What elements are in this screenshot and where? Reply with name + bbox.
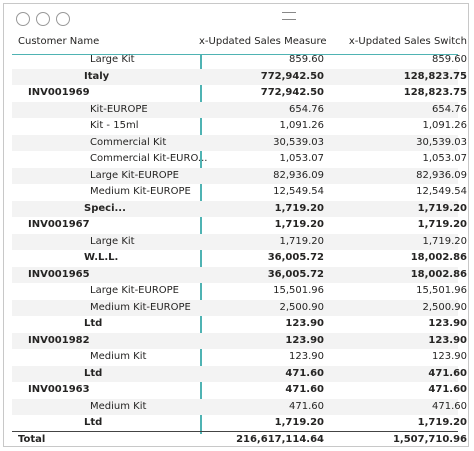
sales-switch: 123.90 xyxy=(428,318,467,329)
row-background xyxy=(12,101,458,118)
row-background xyxy=(12,68,458,85)
sales-measure: 654.76 xyxy=(289,103,324,115)
sales-measure: 471.60 xyxy=(289,400,324,412)
sales-measure: 1,091.26 xyxy=(279,120,324,131)
customer-name: Ltd xyxy=(84,417,103,428)
sales-switch: 471.60 xyxy=(428,367,467,379)
sales-switch: 859.60 xyxy=(432,54,467,65)
sales-measure: 123.90 xyxy=(285,318,324,329)
sales-measure: 123.90 xyxy=(285,334,324,346)
customer-name: Large Kit-EUROPE xyxy=(90,285,179,296)
row-background xyxy=(12,134,458,151)
row-background xyxy=(12,398,458,415)
sales-switch: 1,053.07 xyxy=(422,153,467,164)
customer-name: W.L.L. xyxy=(84,252,119,263)
customer-name: Italy xyxy=(84,70,110,82)
matrix-visual: Customer Name x-Updated Sales Measure x-Up… xyxy=(3,3,469,447)
customer-name: Large Kit xyxy=(90,235,135,247)
customer-name: Medium Kit-EUROPE xyxy=(90,186,191,197)
total-measure: 216,617,114.64 xyxy=(236,434,324,445)
sales-measure: 1,719.20 xyxy=(279,235,324,247)
sales-measure: 15,501.96 xyxy=(273,285,324,296)
sales-switch: 30,539.03 xyxy=(416,136,467,148)
row-background xyxy=(12,200,458,217)
sales-measure: 471.60 xyxy=(285,384,324,395)
sales-measure: 1,053.07 xyxy=(279,153,324,164)
drag-handle[interactable] xyxy=(282,12,296,20)
sales-switch: 123.90 xyxy=(428,334,467,346)
sales-measure: 1,719.20 xyxy=(274,417,324,428)
drill-down-icon[interactable] xyxy=(36,12,50,26)
customer-name: Large Kit xyxy=(90,54,135,65)
column-header: Customer Name xyxy=(18,36,100,47)
customer-name: INV001963 xyxy=(28,384,90,395)
customer-name: Large Kit-EUROPE xyxy=(90,169,179,181)
sales-measure: 30,539.03 xyxy=(273,136,324,148)
header-divider xyxy=(12,54,458,55)
total-divider xyxy=(12,431,458,432)
row-background xyxy=(12,365,458,382)
sales-measure: 123.90 xyxy=(289,351,324,362)
customer-name: INV001965 xyxy=(28,268,90,280)
customer-name: Commercial Kit xyxy=(90,136,167,148)
sales-measure: 1,719.20 xyxy=(274,219,324,230)
sales-switch: 82,936.09 xyxy=(416,169,467,181)
sales-switch: 471.60 xyxy=(432,400,467,412)
customer-name: INV001967 xyxy=(28,219,90,230)
row-background xyxy=(12,233,458,250)
sales-measure: 36,005.72 xyxy=(267,268,324,280)
customer-name: Speci... xyxy=(84,202,126,214)
sales-measure: 82,936.09 xyxy=(273,169,324,181)
sales-switch: 18,002.86 xyxy=(410,268,467,280)
sales-switch: 1,719.20 xyxy=(417,219,467,230)
sales-switch: 12,549.54 xyxy=(416,186,467,197)
sales-measure: 1,719.20 xyxy=(274,202,324,214)
customer-name: Medium Kit xyxy=(90,400,147,412)
sales-switch: 123.90 xyxy=(432,351,467,362)
customer-name: INV001982 xyxy=(28,334,90,346)
sales-switch: 1,719.20 xyxy=(417,417,467,428)
sales-switch: 654.76 xyxy=(432,103,467,115)
customer-name: Medium Kit xyxy=(90,351,147,362)
sales-switch: 471.60 xyxy=(428,384,467,395)
column-header: x-Updated Sales Measure xyxy=(199,36,327,47)
customer-name: Medium Kit-EUROPE xyxy=(90,301,191,313)
row-background xyxy=(12,266,458,283)
customer-name: Kit - 15ml xyxy=(90,120,139,131)
sales-switch: 1,091.26 xyxy=(422,120,467,131)
row-background xyxy=(12,332,458,349)
sales-switch: 15,501.96 xyxy=(416,285,467,296)
sales-switch: 1,719.20 xyxy=(422,235,467,247)
customer-name: Ltd xyxy=(84,318,103,329)
sales-switch: 128,823.75 xyxy=(403,70,467,82)
sales-measure: 12,549.54 xyxy=(273,186,324,197)
customer-name: Commercial Kit-EURO... xyxy=(90,153,208,164)
sales-measure: 36,005.72 xyxy=(267,252,324,263)
drill-up-icon[interactable] xyxy=(16,12,30,26)
customer-name: INV001969 xyxy=(28,87,90,98)
row-background xyxy=(12,167,458,184)
sales-measure: 859.60 xyxy=(289,54,324,65)
total-label: Total xyxy=(18,434,46,445)
sales-switch: 2,500.90 xyxy=(422,301,467,313)
expand-icon[interactable] xyxy=(56,12,70,26)
total-switch: 1,507,710.96 xyxy=(392,434,467,445)
sales-measure: 471.60 xyxy=(285,367,324,379)
sales-measure: 772,942.50 xyxy=(260,70,324,82)
sales-switch: 128,823.75 xyxy=(403,87,467,98)
column-header: x-Updated Sales Switch xyxy=(348,36,467,47)
sales-measure: 772,942.50 xyxy=(260,87,324,98)
row-background xyxy=(12,299,458,316)
sales-measure: 2,500.90 xyxy=(279,301,324,313)
sales-switch: 1,719.20 xyxy=(417,202,467,214)
customer-name: Kit-EUROPE xyxy=(90,103,148,115)
sales-switch: 18,002.86 xyxy=(410,252,467,263)
customer-name: Ltd xyxy=(84,367,103,379)
